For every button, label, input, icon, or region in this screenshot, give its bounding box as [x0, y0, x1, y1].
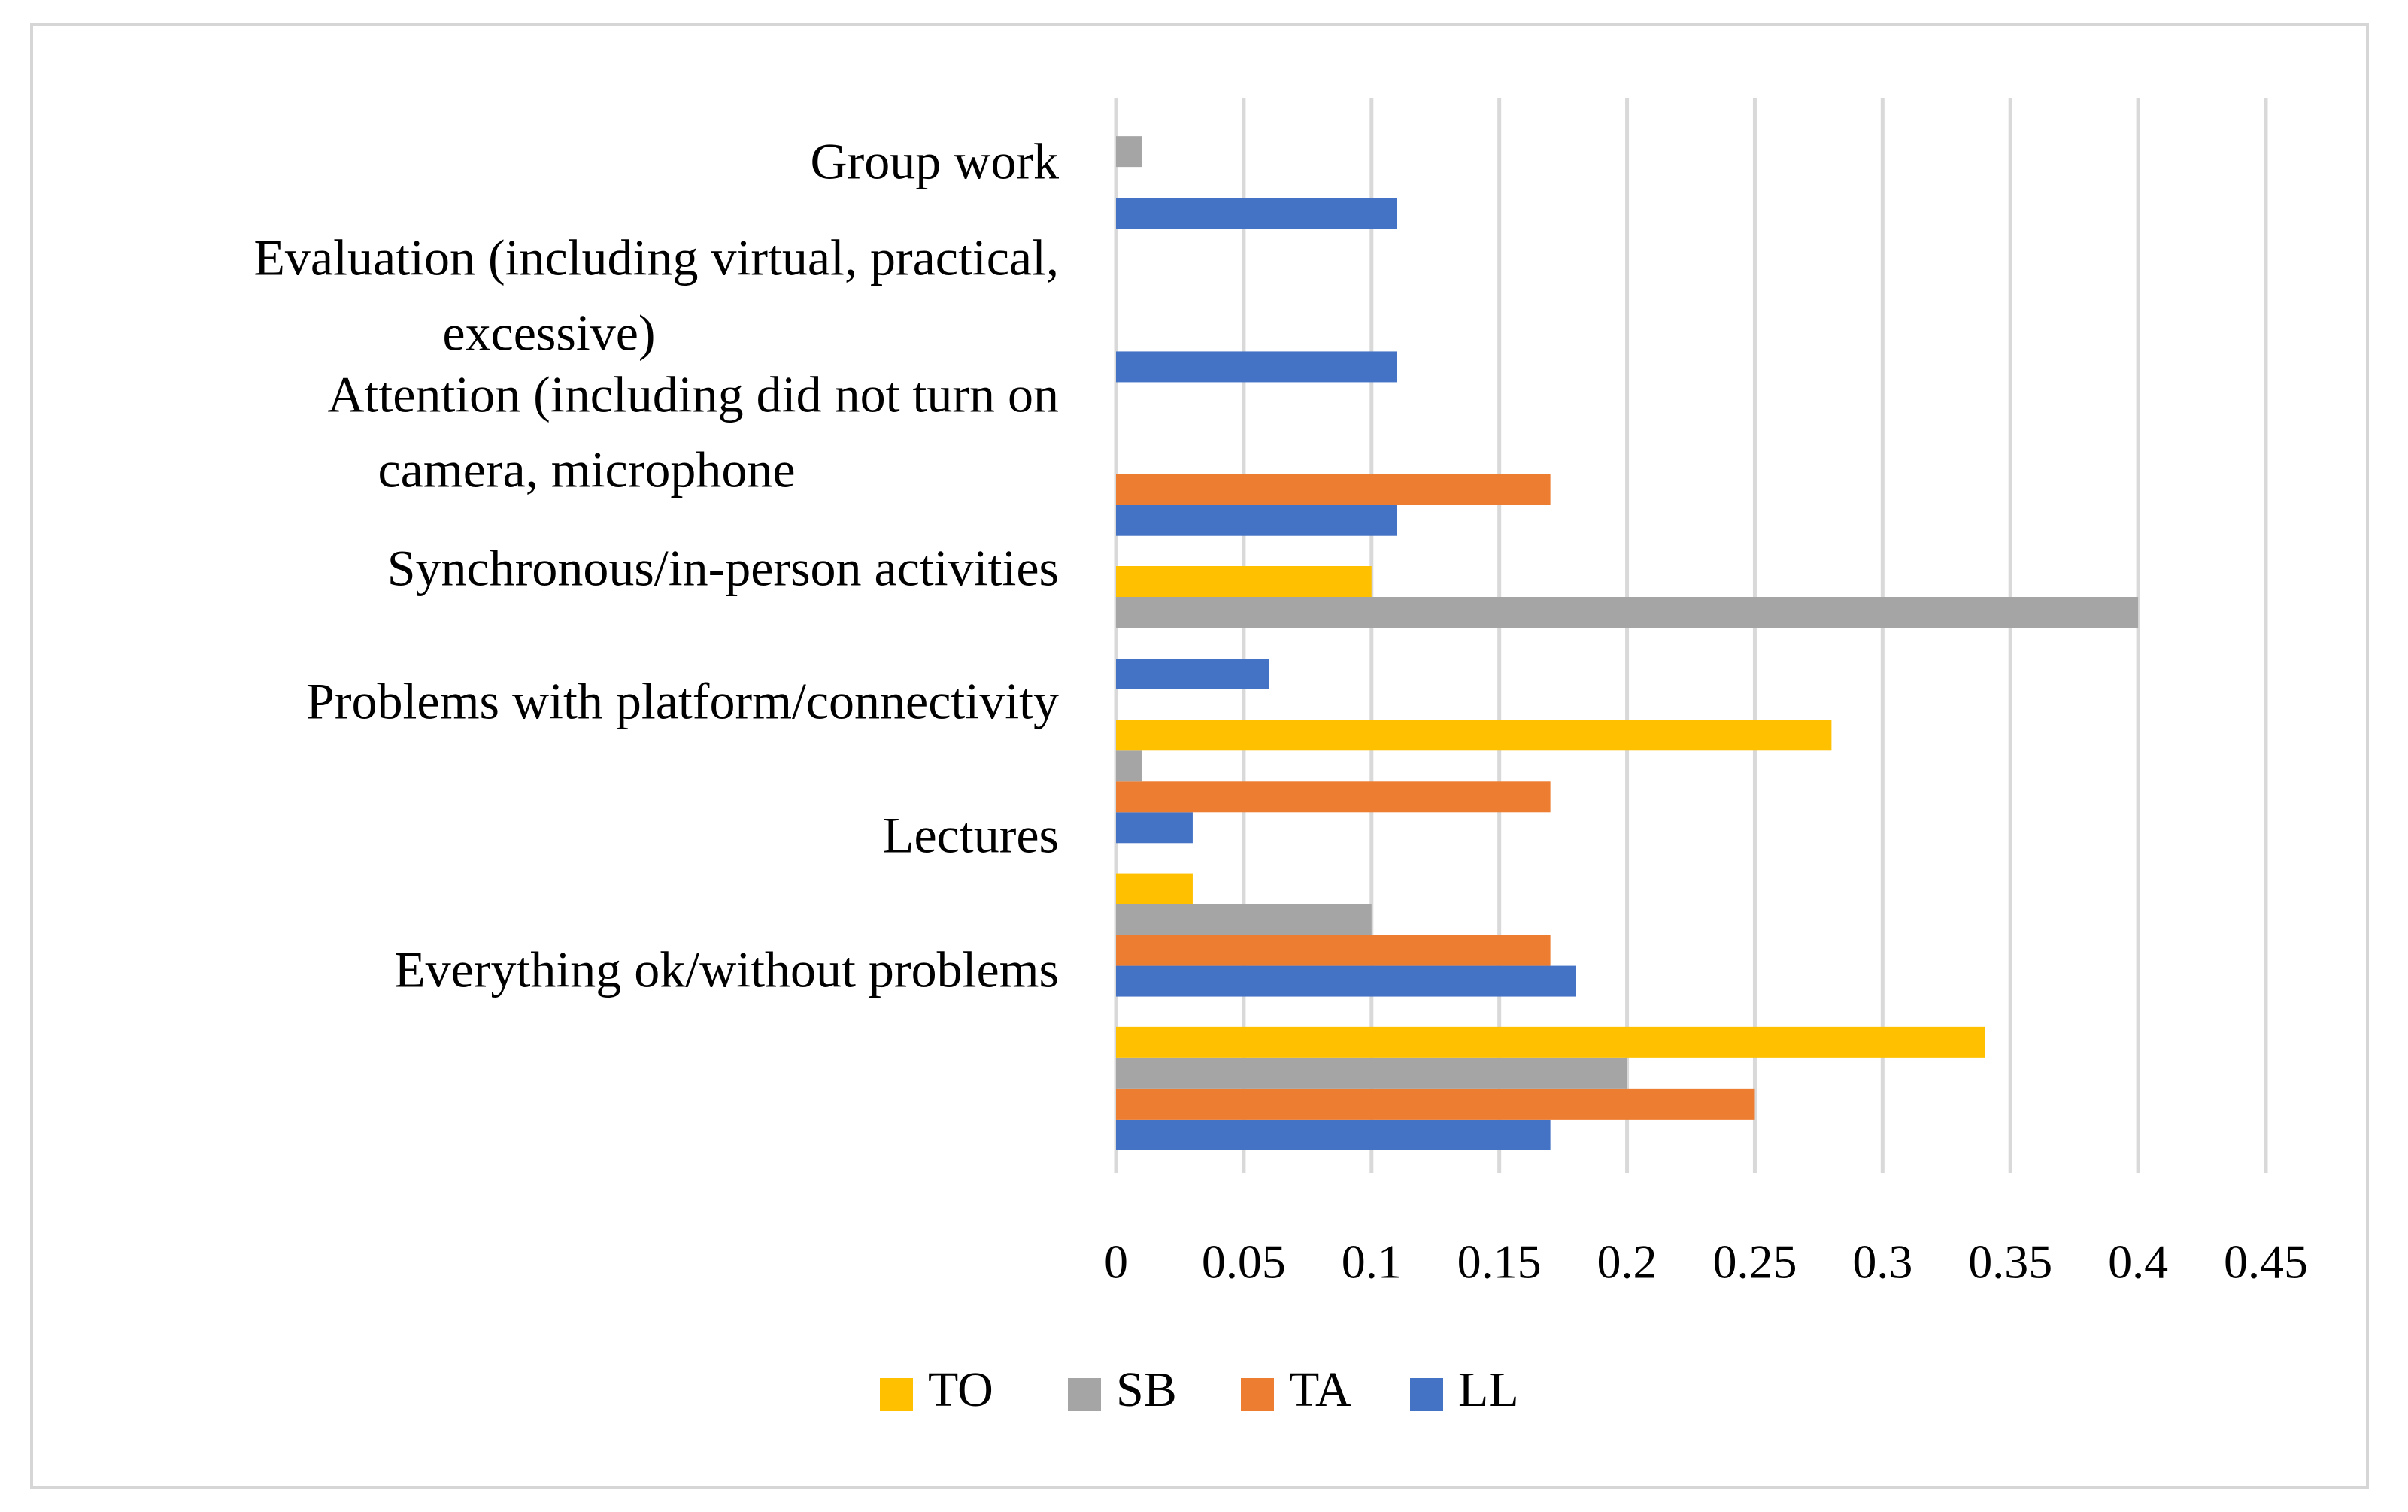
bar-to-lectures	[1116, 873, 1193, 904]
gridlines	[1114, 98, 2268, 1173]
bar-sb-everything-ok-without-problems	[1116, 1057, 1627, 1089]
bar-ll-evaluation-including-virtual-practical-excessive	[1116, 351, 1397, 383]
category-label-evaluation-including-virtual-practical-excessive-line-1: Evaluation (including virtual, practical…	[253, 229, 1059, 286]
x-axis-tick-labels: 0 0.05 0.1 0.15 0.2 0.25 0.3 0.35 0.4 0.45	[1104, 1235, 2308, 1289]
category-label-problems-with-platform-connectivity: Problems with platform/connectivity	[306, 673, 1059, 730]
chart-frame	[30, 23, 2369, 1489]
category-label-lectures: Lectures	[883, 807, 1059, 864]
bar-ll-group-work	[1116, 198, 1397, 229]
bar-ll-synchronous-in-person-activities	[1116, 659, 1269, 689]
legend-label-to: TO	[928, 1362, 993, 1417]
bar-ta-problems-with-platform-connectivity	[1116, 781, 1551, 813]
bar-ta-lectures	[1116, 935, 1551, 966]
legend-swatch-sb	[1068, 1378, 1101, 1411]
category-label-synchronous-in-person-activities: Synchronous/in-person activities	[387, 540, 1059, 597]
legend-swatch-ta	[1241, 1378, 1274, 1411]
x-tick-label-0: 0	[1104, 1235, 1128, 1289]
category-label-group-work: Group work	[810, 133, 1059, 190]
bar-ll-problems-with-platform-connectivity	[1116, 812, 1193, 844]
legend-swatch-ll	[1410, 1378, 1443, 1411]
category-label-attention-including-did-not-turn-on-camera-microphone-line-1: Attention (including did not turn on	[327, 366, 1059, 423]
x-tick-label-5: 0.25	[1712, 1235, 1797, 1289]
x-tick-label-6: 0.3	[1852, 1235, 1912, 1289]
category-label-attention-including-did-not-turn-on-camera-microphone-line-2: camera, microphone	[378, 441, 795, 498]
bar-to-problems-with-platform-connectivity	[1116, 720, 1832, 751]
bar-to-everything-ok-without-problems	[1116, 1026, 1985, 1058]
bar-ll-attention-including-did-not-turn-on-camera-microphone	[1116, 505, 1397, 536]
bar-sb-group-work	[1116, 136, 1142, 168]
x-tick-label-1: 0.05	[1202, 1235, 1286, 1289]
legend-swatch-to	[880, 1378, 913, 1411]
x-tick-label-3: 0.15	[1457, 1235, 1542, 1289]
category-label-evaluation-including-virtual-practical-excessive-line-2: excessive)	[442, 305, 655, 362]
category-label-everything-ok-without-problems: Everything ok/without problems	[394, 941, 1059, 998]
bar-ll-everything-ok-without-problems	[1116, 1119, 1551, 1150]
legend-label-sb: SB	[1116, 1362, 1177, 1417]
x-tick-label-9: 0.45	[2224, 1235, 2308, 1289]
x-tick-label-4: 0.2	[1597, 1235, 1657, 1289]
bar-sb-lectures	[1116, 904, 1372, 935]
bar-sb-synchronous-in-person-activities	[1116, 597, 2139, 628]
bar-to-synchronous-in-person-activities	[1116, 566, 1372, 597]
legend: TO SB TA LL	[880, 1362, 1519, 1417]
bar-sb-problems-with-platform-connectivity	[1116, 750, 1142, 782]
legend-label-ll: LL	[1458, 1362, 1519, 1417]
bar-ll-lectures	[1116, 965, 1576, 997]
bar-ta-everything-ok-without-problems	[1116, 1088, 1755, 1120]
bars	[1116, 136, 2139, 1150]
bar-ta-attention-including-did-not-turn-on-camera-microphone	[1116, 474, 1551, 505]
legend-label-ta: TA	[1289, 1362, 1351, 1417]
category-labels: Group work Evaluation (including virtual,…	[253, 133, 1059, 998]
x-tick-label-2: 0.1	[1342, 1235, 1402, 1289]
x-tick-label-7: 0.35	[1968, 1235, 2052, 1289]
x-tick-label-8: 0.4	[2108, 1235, 2168, 1289]
